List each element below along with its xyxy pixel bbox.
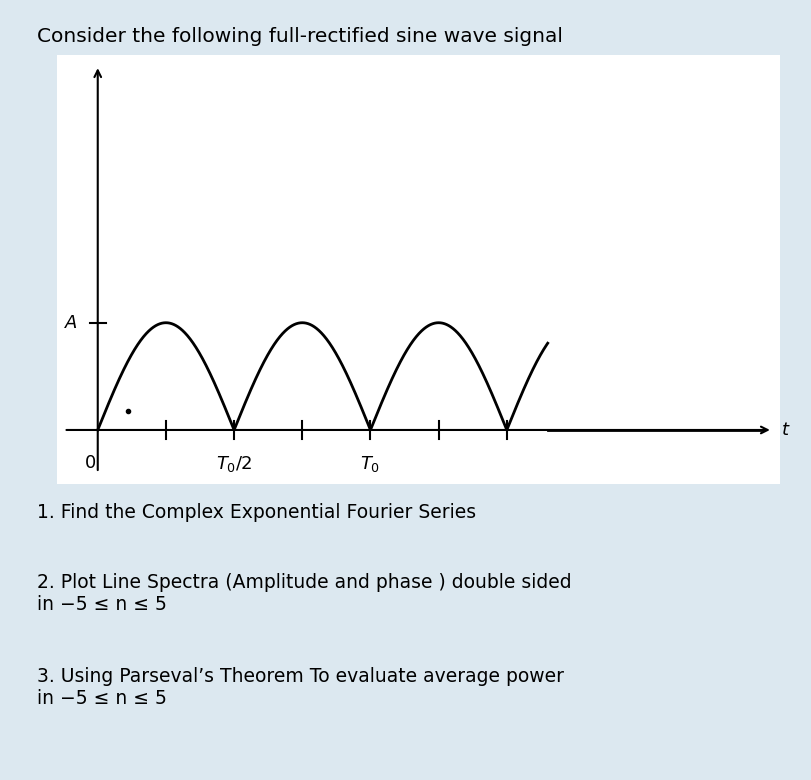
Text: A: A — [65, 314, 77, 332]
Text: $T_0$: $T_0$ — [360, 454, 380, 473]
Text: 3. Using Parseval’s Theorem To evaluate average power
in −5 ≤ n ≤ 5: 3. Using Parseval’s Theorem To evaluate … — [36, 667, 563, 708]
Text: 2. Plot Line Spectra (Amplitude and phase ) double sided
in −5 ≤ n ≤ 5: 2. Plot Line Spectra (Amplitude and phas… — [36, 573, 570, 615]
Text: 1. Find the Complex Exponential Fourier Series: 1. Find the Complex Exponential Fourier … — [36, 503, 475, 522]
Text: 0: 0 — [85, 454, 97, 472]
Text: t: t — [781, 421, 788, 439]
Text: $T_0/2$: $T_0/2$ — [216, 454, 252, 473]
Text: Consider the following full-rectified sine wave signal: Consider the following full-rectified si… — [36, 27, 562, 46]
